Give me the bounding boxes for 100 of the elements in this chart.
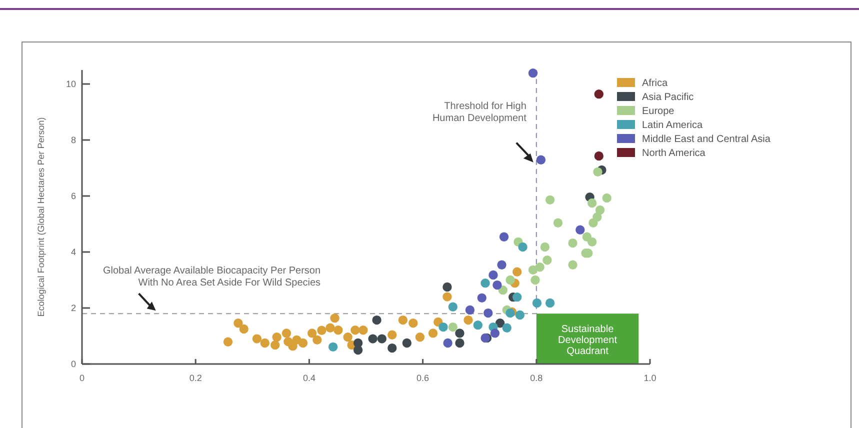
point <box>442 282 452 292</box>
point <box>477 293 486 303</box>
point <box>350 326 360 335</box>
point <box>593 167 602 177</box>
y-tick-label: 8 <box>70 135 76 145</box>
point <box>328 342 338 352</box>
point <box>330 313 340 323</box>
point <box>317 326 326 335</box>
point <box>497 260 506 270</box>
point <box>540 242 550 252</box>
point <box>484 308 493 318</box>
ref-line-label: Threshold for High Human Development <box>432 101 527 124</box>
point <box>587 198 597 208</box>
point <box>448 322 458 332</box>
point <box>402 338 412 348</box>
legend-label: North America <box>642 148 706 159</box>
point <box>326 323 335 332</box>
ref-line-label: Global Average Available Biocapacity Per Person With No Area Set Aside For Wild Species <box>103 266 321 289</box>
point <box>535 262 544 272</box>
point <box>465 305 475 315</box>
y-axis-title: Ecological Footprint (Global Hectares Per Person) <box>36 117 46 317</box>
point <box>506 275 515 285</box>
y-tick-label: 10 <box>66 79 76 89</box>
point <box>358 326 368 335</box>
point <box>488 270 498 280</box>
point <box>594 89 604 99</box>
point <box>464 315 473 325</box>
y-tick-label: 0 <box>70 359 76 369</box>
point <box>223 337 233 346</box>
point <box>532 298 542 308</box>
point <box>272 332 282 342</box>
point <box>298 338 308 348</box>
point <box>592 212 602 222</box>
legend-label: Latin America <box>642 120 704 131</box>
point <box>377 334 387 344</box>
point <box>553 218 563 228</box>
point <box>499 232 509 242</box>
point <box>594 151 604 161</box>
x-tick-label: 1.0 <box>644 373 656 383</box>
point <box>438 322 448 332</box>
legend-label: Africa <box>642 78 668 89</box>
point <box>353 345 363 355</box>
point <box>239 324 248 334</box>
point <box>473 320 482 330</box>
point <box>530 275 540 285</box>
y-tick-label: 4 <box>70 247 76 257</box>
y-tick-label: 2 <box>70 303 76 313</box>
y-tick-label: 6 <box>70 191 76 201</box>
point <box>528 68 538 78</box>
point <box>602 193 612 203</box>
point <box>252 334 262 344</box>
point <box>428 328 438 338</box>
band-label: Sustainable Development Quadrant <box>558 324 618 357</box>
point <box>568 238 578 248</box>
point <box>368 334 378 344</box>
point <box>502 323 512 332</box>
point <box>234 318 243 328</box>
x-tick-label: 0.6 <box>416 373 430 383</box>
point <box>343 332 352 342</box>
point <box>536 155 546 164</box>
point <box>518 242 528 252</box>
point <box>480 278 490 288</box>
point <box>415 332 425 342</box>
x-tick-label: 0.4 <box>302 373 316 383</box>
point <box>512 292 522 302</box>
point <box>455 328 464 338</box>
point <box>288 341 298 351</box>
point <box>372 315 382 325</box>
point <box>545 298 555 308</box>
point <box>515 310 525 320</box>
point <box>282 328 292 338</box>
point <box>312 335 322 345</box>
point <box>442 292 452 302</box>
point <box>448 302 458 312</box>
point <box>388 330 397 340</box>
point <box>490 328 500 338</box>
point <box>568 260 578 270</box>
point <box>492 280 502 290</box>
point <box>388 343 397 353</box>
legend-label: Middle East and Central Asia <box>642 134 771 145</box>
point <box>542 256 552 265</box>
point <box>307 328 317 338</box>
point <box>408 318 418 328</box>
x-tick-label: 0 <box>79 373 85 383</box>
point <box>498 285 508 295</box>
legend-label: Asia Pacific <box>642 92 694 103</box>
point <box>587 237 597 247</box>
point <box>595 205 605 215</box>
point <box>334 326 343 335</box>
point <box>260 338 270 348</box>
legend-label: Europe <box>642 106 675 117</box>
x-tick-label: 0.8 <box>530 373 543 383</box>
point <box>455 338 464 348</box>
x-tick-label: 0.2 <box>189 373 202 383</box>
point <box>398 315 408 325</box>
point <box>443 338 452 348</box>
point <box>270 340 280 350</box>
point <box>576 225 585 234</box>
point <box>512 267 522 276</box>
point <box>545 195 555 205</box>
